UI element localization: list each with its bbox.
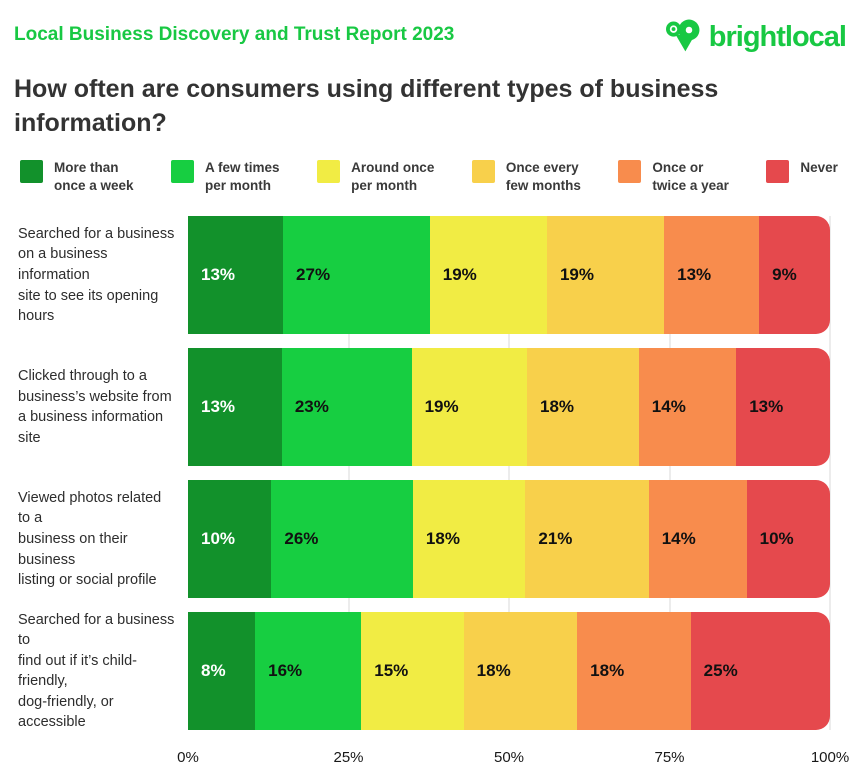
stacked-bar: 13% 23% 19% 18% 14% 13%: [188, 348, 830, 467]
chart-row: Searched for a business on a business in…: [12, 216, 848, 335]
legend-swatch: [618, 159, 642, 183]
segment-value-label: 18%: [590, 661, 625, 681]
segment-value-label: 13%: [201, 265, 236, 285]
bar-segment: 18%: [412, 480, 526, 599]
bar-segment: 10%: [746, 480, 830, 599]
bar-segment: 19%: [429, 216, 547, 335]
report-title: Local Business Discovery and Trust Repor…: [14, 24, 455, 45]
stacked-bar: 10% 26% 18% 21% 14% 10%: [188, 480, 830, 599]
map-pin-heart-icon: [664, 16, 704, 59]
bar-segment: 8%: [188, 612, 256, 731]
category-label: Viewed photos related to a business on t…: [18, 489, 162, 589]
segment-value-label: 18%: [539, 397, 575, 417]
x-axis-tick-label: 0%: [177, 749, 199, 767]
category-label: Searched for a business on a business in…: [18, 225, 175, 325]
legend-item: Never: [766, 159, 838, 183]
segment-value-label: 13%: [677, 265, 712, 285]
segment-value-label: 16%: [268, 661, 303, 681]
legend-swatch: [171, 159, 195, 183]
legend-item-label: Once every few months: [505, 159, 581, 194]
header: Local Business Discovery and Trust Repor…: [12, 12, 848, 59]
bar-segment: 14%: [638, 348, 737, 467]
segment-value-label: 27%: [296, 265, 331, 285]
segment-value-label: 10%: [201, 529, 236, 549]
chart-row: Searched for a business to find out if i…: [12, 612, 848, 730]
page: Local Business Discovery and Trust Repor…: [12, 12, 849, 766]
bar-segment: 9%: [759, 216, 830, 335]
legend-item-label: Once or twice a year: [652, 159, 729, 194]
bar-segment: 13%: [664, 216, 760, 335]
bar-segment: 25%: [690, 612, 830, 731]
legend-item-label: More than once a week: [54, 159, 134, 194]
segment-value-label: 13%: [749, 397, 784, 417]
legend-item: Once every few months: [471, 159, 581, 197]
bar-segment: 13%: [736, 348, 830, 467]
segment-value-label: 21%: [538, 529, 573, 549]
segment-value-label: 25%: [703, 661, 738, 681]
legend-item-label: Around once per month: [351, 159, 435, 194]
segment-value-label: 19%: [442, 265, 477, 285]
legend-item-label: Never: [800, 159, 838, 175]
chart-legend: More than once a week A few times per mon…: [12, 157, 848, 197]
brand-logo: brightlocal: [664, 16, 847, 59]
bar-segment: 19%: [546, 216, 665, 335]
legend-item: More than once a week: [20, 159, 134, 197]
category-label: Clicked through to a business’s website …: [18, 368, 172, 446]
gridline: [347, 216, 350, 731]
legend-swatch: [317, 159, 341, 183]
x-axis-tick-label: 100%: [810, 749, 850, 767]
category-label: Searched for a business to find out if i…: [18, 611, 175, 731]
bar-segment: 13%: [188, 348, 282, 467]
bar-segment: 10%: [188, 480, 272, 599]
bar-segment: 16%: [255, 612, 362, 731]
segment-value-label: 26%: [284, 529, 319, 549]
bar-segment: 13%: [188, 216, 284, 335]
segment-value-label: 8%: [201, 661, 226, 681]
bar-segment: 23%: [281, 348, 412, 467]
segment-value-label: 23%: [294, 397, 329, 417]
chart-row: Viewed photos related to a business on t…: [12, 480, 848, 599]
segment-value-label: 19%: [559, 265, 594, 285]
page-title: How often are consumers using different …: [14, 75, 719, 137]
legend-item-label: A few times per month: [205, 159, 280, 194]
segment-value-label: 19%: [424, 397, 459, 417]
stacked-bar: 13% 27% 19% 19% 13% 9%: [188, 216, 830, 335]
segment-value-label: 14%: [651, 397, 686, 417]
segment-value-label: 10%: [759, 529, 794, 549]
gridline: [829, 216, 831, 731]
chart-row: Clicked through to a business’s website …: [12, 348, 848, 467]
segment-value-label: 14%: [661, 529, 696, 549]
gridline: [668, 216, 671, 731]
x-axis-tick-label: 75%: [654, 749, 685, 767]
brand-name: brightlocal: [708, 21, 847, 53]
bar-segment: 14%: [648, 480, 747, 599]
grid-layer: [188, 216, 831, 731]
legend-swatch: [471, 159, 495, 183]
legend-item: A few times per month: [171, 159, 280, 197]
segment-value-label: 18%: [425, 529, 460, 549]
segment-value-label: 9%: [772, 265, 797, 285]
bar-segment: 15%: [361, 612, 464, 731]
gridline: [508, 216, 510, 731]
x-axis-tick-label: 50%: [493, 749, 525, 767]
bar-segment: 18%: [577, 612, 691, 731]
bar-segment: 27%: [283, 216, 430, 335]
stacked-bar: 8% 16% 15% 18% 18% 25%: [188, 612, 830, 731]
x-axis-tick-label: 25%: [333, 749, 364, 767]
bar-segment: 19%: [411, 348, 527, 467]
bar-segment: 26%: [271, 480, 413, 599]
x-axis: 0% 25% 50% 75% 100%: [177, 744, 849, 776]
segment-value-label: 18%: [476, 661, 511, 681]
segment-value-label: 15%: [374, 661, 409, 681]
legend-swatch: [20, 159, 43, 183]
bar-segment: 21%: [525, 480, 649, 599]
segment-value-label: 13%: [201, 397, 236, 417]
bar-segment: 18%: [463, 612, 578, 731]
legend-item: Around once per month: [317, 159, 434, 197]
bar-segment: 18%: [526, 348, 639, 467]
legend-item: Once or twice a year: [618, 159, 729, 197]
legend-swatch: [766, 159, 790, 183]
stacked-bar-chart: Searched for a business on a business in…: [12, 216, 849, 776]
